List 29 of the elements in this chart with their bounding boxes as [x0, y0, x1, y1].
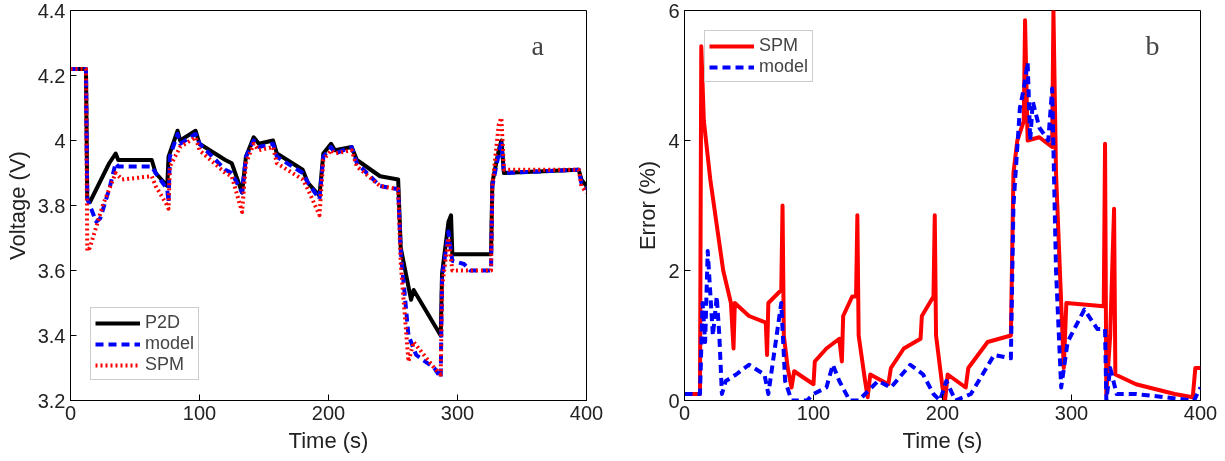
- y-tick-label: 4: [668, 129, 680, 152]
- y-tick-label: 4.4: [37, 0, 66, 22]
- x-tick-label: 200: [925, 401, 960, 424]
- annotation: b: [1145, 29, 1160, 61]
- x-tick-label: 300: [440, 401, 475, 424]
- y-tick-label: 3.4: [37, 324, 66, 347]
- legend-label: SPM: [759, 35, 799, 56]
- x-axis-title: Time (s): [288, 427, 369, 453]
- y-tick-label: 3.2: [37, 389, 66, 412]
- x-tick-label: 200: [311, 401, 346, 424]
- y-tick-label: 2: [668, 259, 680, 282]
- x-tick-label: 400: [1183, 401, 1218, 424]
- x-tick-label: 400: [569, 401, 604, 424]
- y-axis-title: Voltage (V): [4, 151, 30, 260]
- y-tick-label: 3.8: [37, 194, 66, 217]
- y-tick-label: 6: [668, 0, 680, 22]
- y-axis-title: Error (%): [635, 160, 661, 251]
- legend-label: P2D: [145, 312, 181, 333]
- y-tick-label: 4: [54, 129, 66, 152]
- annotation: a: [531, 29, 545, 61]
- legend-label: SPM: [145, 354, 185, 375]
- y-tick-label: 3.6: [37, 259, 66, 282]
- x-axis-title: Time (s): [902, 427, 983, 453]
- x-tick-label: 100: [182, 401, 217, 424]
- y-tick-label: 4.2: [37, 64, 66, 87]
- legend-label: model: [759, 56, 809, 77]
- legend-label: model: [145, 333, 195, 354]
- x-tick-label: 300: [1054, 401, 1089, 424]
- x-tick-label: 100: [796, 401, 831, 424]
